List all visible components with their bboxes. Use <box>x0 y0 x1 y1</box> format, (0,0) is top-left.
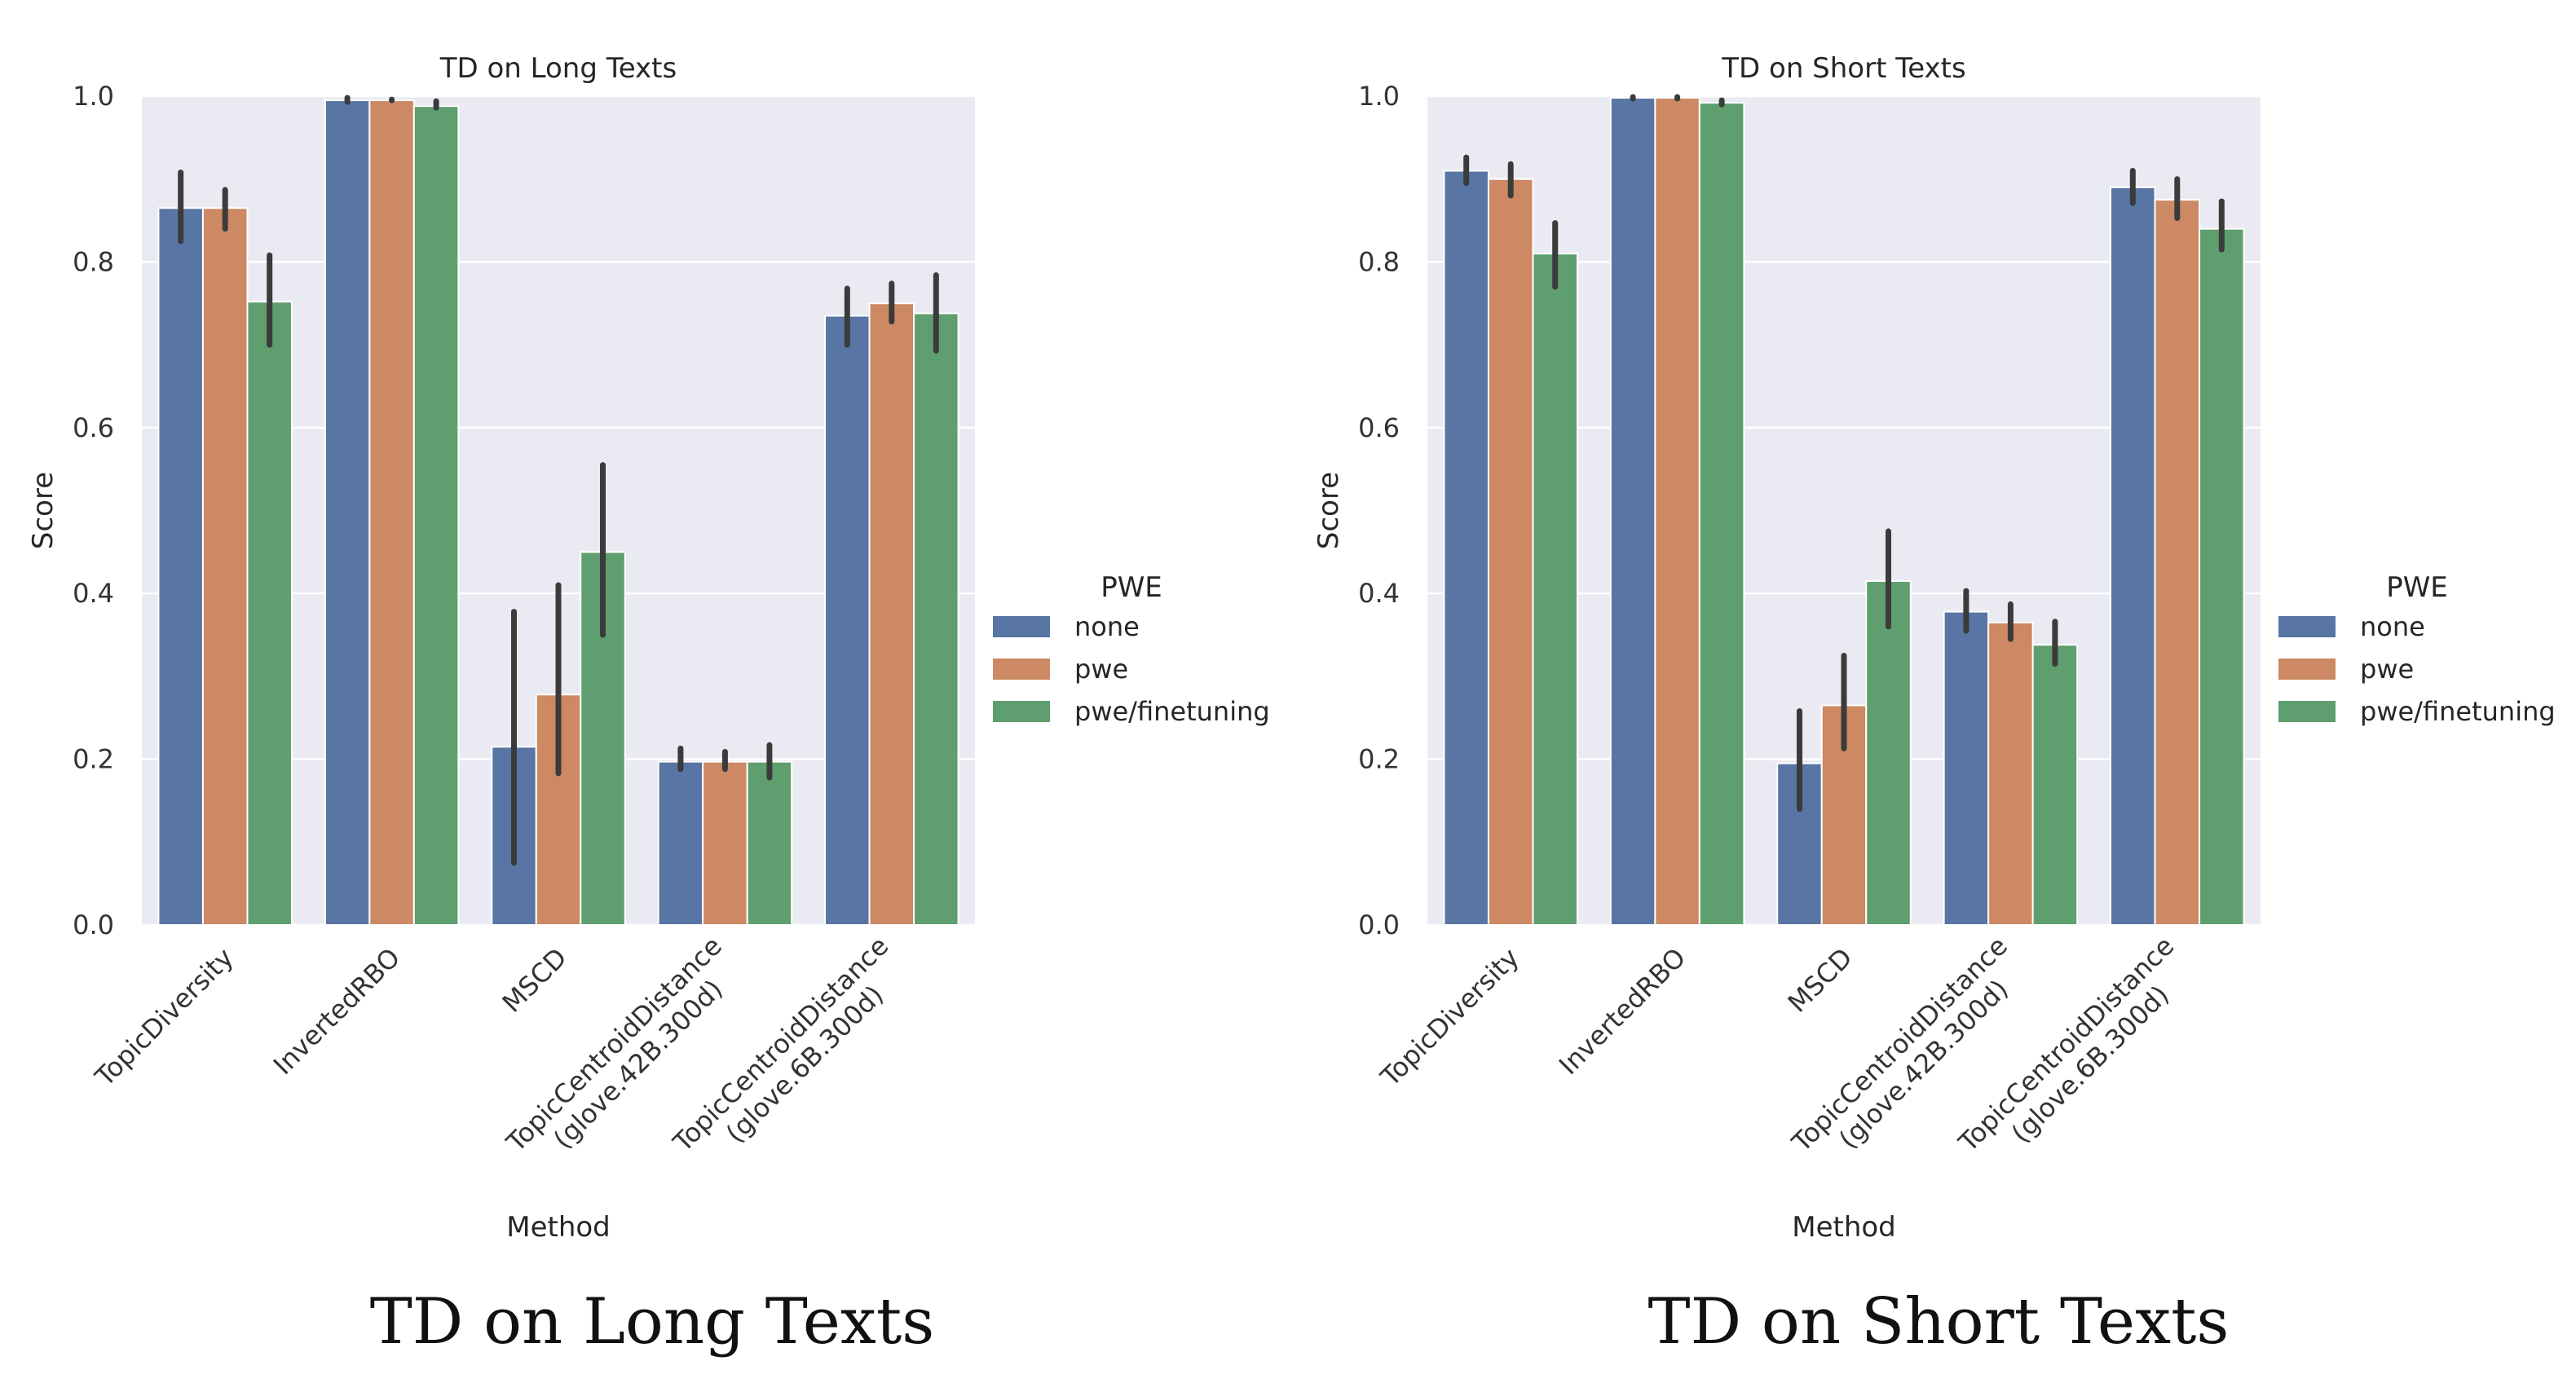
bar-pwe <box>2154 199 2201 926</box>
y-tick-label: 0.6 <box>73 412 114 443</box>
bar-none <box>157 207 204 927</box>
x-tick-label: MSCD <box>1782 942 1859 1019</box>
y-tick-label: 0.8 <box>73 246 114 277</box>
x-tick-label-line: MSCD <box>1782 942 1859 1019</box>
bar-pwe-finetuning <box>1532 253 1578 927</box>
legend-title: PWE <box>1101 571 1162 604</box>
figure-caption: TD on Long Texts <box>370 1285 935 1359</box>
y-tick-label: 0.2 <box>1358 744 1400 775</box>
bar-pwe <box>868 302 915 926</box>
x-tick-label: InvertedRBO <box>267 942 406 1081</box>
y-tick-label: 1.0 <box>73 81 114 112</box>
bar-none <box>324 99 371 926</box>
y-axis-label: Score <box>1312 472 1345 549</box>
figure-caption: TD on Short Texts <box>1648 1285 2230 1359</box>
legend-swatch-none <box>2278 616 2336 637</box>
bar-none <box>2110 186 2156 926</box>
legend-swatch-pwe <box>993 658 1050 680</box>
legend-entry: none <box>1074 611 1140 642</box>
x-tick-label-line: MSCD <box>496 942 573 1019</box>
legend-swatch-pwe <box>2278 658 2336 680</box>
y-tick-label: 0.4 <box>1358 578 1400 609</box>
legend-swatch-pwe-finetuning <box>993 701 1050 722</box>
x-axis-label: Method <box>1792 1211 1896 1244</box>
bar-pwe <box>1987 621 2034 926</box>
bar-pwe <box>1654 97 1700 926</box>
y-tick-label: 0.8 <box>1358 246 1400 277</box>
bar-pwe-finetuning <box>2031 644 2079 927</box>
legend-entry: pwe <box>1074 654 1128 685</box>
legend-swatch-pwe-finetuning <box>2278 701 2336 722</box>
legend: PWE none pwe pwe/finetuning <box>2278 571 2556 727</box>
bar-pwe <box>201 207 249 927</box>
legend-entry: pwe/finetuning <box>2360 696 2556 727</box>
bar-pwe <box>1487 178 1534 926</box>
bar-none <box>824 315 871 926</box>
chart-short-texts: 0.0 0.2 0.4 0.6 0.8 1.0 TopicDiversity Inverted… <box>1312 52 2556 1359</box>
y-tick-label: 0.0 <box>1358 910 1400 940</box>
x-axis-label: Method <box>506 1211 611 1244</box>
y-tick-label: 0.6 <box>1358 412 1400 443</box>
y-axis-label: Score <box>27 472 60 549</box>
bar-pwe <box>702 760 748 926</box>
bar-pwe-finetuning <box>1698 102 1745 927</box>
x-tick-label: TopicDiversity <box>1374 942 1525 1093</box>
legend-entry: pwe/finetuning <box>1074 696 1270 727</box>
bar-none <box>657 760 704 926</box>
y-tick-label: 0.0 <box>73 910 114 940</box>
bar-pwe-finetuning <box>412 105 460 927</box>
chart-title: TD on Long Texts <box>439 52 677 85</box>
x-tick-label-line: TopicDiversity <box>89 942 240 1093</box>
bar-pwe-finetuning <box>2199 227 2245 927</box>
bar-none <box>1943 610 1990 926</box>
bar-pwe <box>368 99 415 926</box>
bar-pwe-finetuning <box>913 312 959 927</box>
chart-long-texts: 0.0 0.2 0.4 0.6 0.8 1.0 TopicDiversity Inverted… <box>27 52 1270 1359</box>
legend-title: PWE <box>2386 571 2448 604</box>
chart-title: TD on Short Texts <box>1721 52 1965 85</box>
legend: PWE none pwe pwe/finetuning <box>993 571 1270 727</box>
bar-pwe-finetuning <box>246 301 293 926</box>
y-tick-label: 1.0 <box>1358 81 1400 112</box>
x-tick-label: MSCD <box>496 942 573 1019</box>
bar-pwe <box>1820 704 1868 926</box>
bar-none <box>1609 97 1656 926</box>
x-tick-label-line: InvertedRBO <box>1553 942 1692 1081</box>
bar-none <box>1443 170 1489 926</box>
bar-pwe-finetuning <box>1865 579 1912 926</box>
bar-pwe-finetuning <box>746 760 793 926</box>
x-tick-label: TopicDiversity <box>89 942 240 1093</box>
x-tick-label-line: InvertedRBO <box>267 942 406 1081</box>
legend-swatch-none <box>993 616 1050 637</box>
y-tick-label: 0.2 <box>73 744 114 775</box>
y-tick-label: 0.4 <box>73 578 114 609</box>
x-tick-label-line: TopicDiversity <box>1374 942 1525 1093</box>
legend-entry: pwe <box>2360 654 2414 685</box>
x-tick-label: InvertedRBO <box>1553 942 1692 1081</box>
legend-entry: none <box>2360 611 2425 642</box>
